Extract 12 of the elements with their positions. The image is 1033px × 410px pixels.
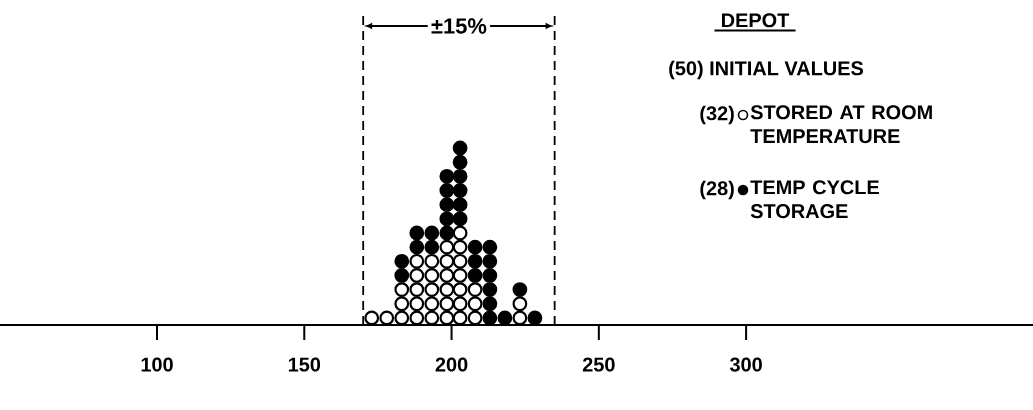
x-tick-label: 200 — [435, 357, 468, 372]
annotation: (28) — [700, 180, 734, 200]
x-tick-label: 150 — [288, 357, 321, 372]
x-tick-label: 250 — [582, 357, 615, 372]
legend-label: STORED AT ROOM TEMPERATURE — [750, 105, 932, 144]
text: ±15% — [431, 18, 487, 34]
text: (32) — [700, 105, 734, 125]
x-tick-label: 300 — [729, 357, 762, 372]
legend-label: TEMP CYCLE STORAGE — [750, 180, 879, 219]
x-tick-label: 100 — [141, 357, 173, 372]
text: (50) INITIAL VALUES — [669, 60, 864, 80]
legend-title: DEPOT — [722, 13, 790, 28]
